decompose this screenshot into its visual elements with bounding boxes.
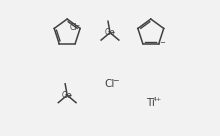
Text: Ti: Ti [146,98,155,108]
Text: Cl: Cl [105,79,115,89]
Text: −: − [112,76,119,85]
Text: −: − [75,22,80,27]
Text: 4+: 4+ [152,98,161,102]
Text: −: − [160,40,165,46]
Text: Ge: Ge [105,28,115,37]
Text: Ge: Ge [62,91,72,100]
Text: Cl: Cl [69,23,77,32]
